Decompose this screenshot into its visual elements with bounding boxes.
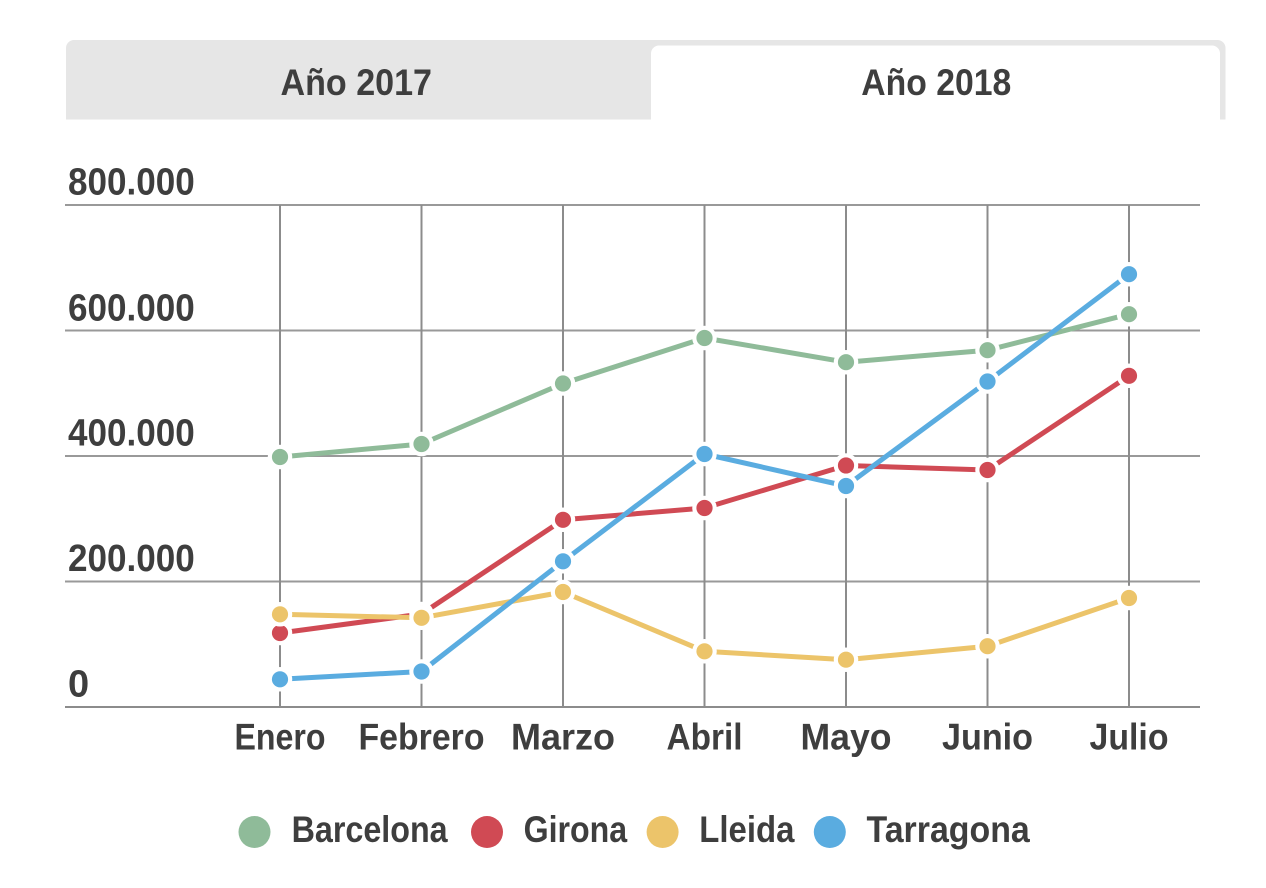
- svg-text:Lleida: Lleida: [699, 809, 794, 850]
- svg-text:Enero: Enero: [235, 717, 326, 758]
- svg-text:Girona: Girona: [524, 809, 628, 850]
- svg-text:Abril: Abril: [667, 717, 743, 758]
- svg-text:Mayo: Mayo: [801, 717, 892, 758]
- svg-text:Año 2017: Año 2017: [281, 62, 433, 103]
- svg-text:Febrero: Febrero: [359, 717, 485, 758]
- svg-text:Marzo: Marzo: [511, 717, 615, 758]
- svg-text:Junio: Junio: [942, 717, 1033, 758]
- svg-text:800.000: 800.000: [68, 162, 195, 204]
- svg-text:Año 2018: Año 2018: [861, 62, 1011, 103]
- svg-text:Barcelona: Barcelona: [292, 809, 448, 850]
- svg-text:400.000: 400.000: [68, 413, 195, 455]
- svg-text:Julio: Julio: [1090, 717, 1169, 758]
- svg-text:200.000: 200.000: [68, 538, 195, 580]
- svg-text:Tarragona: Tarragona: [867, 809, 1031, 850]
- svg-text:600.000: 600.000: [68, 287, 195, 329]
- svg-text:0: 0: [68, 664, 89, 706]
